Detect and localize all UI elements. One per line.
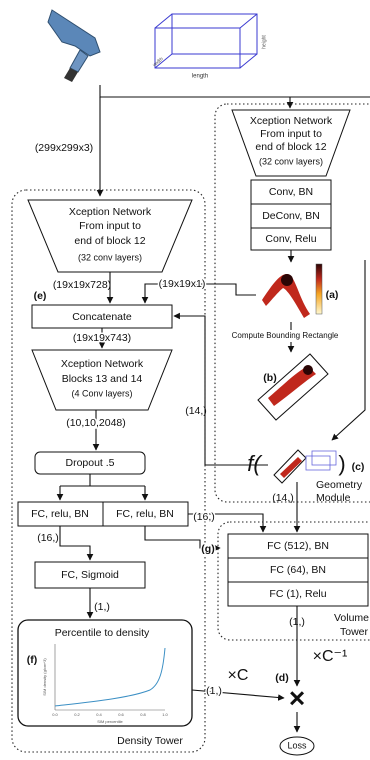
inset-tick-label: 0.4 — [96, 712, 102, 717]
inset-tick-label: 1.0 — [162, 712, 168, 717]
geometry-module-layers-1: DeConv, BN — [262, 210, 320, 222]
inputs-input-shape: (299x299x3) — [35, 142, 93, 154]
density-tower-shape6: (1,) — [94, 601, 110, 613]
geometry-module-label-b: (b) — [263, 372, 276, 384]
connector — [332, 260, 365, 440]
output-times-c-inv: ×C⁻¹ — [313, 648, 348, 665]
density-tower-shape3: (10,10,2048) — [66, 417, 126, 429]
density-tower-shape1: (19x19x728) — [53, 279, 111, 291]
volume-tower-title-0: Volume — [334, 612, 369, 624]
geometry-module-title-1: Module — [316, 492, 351, 504]
box-wireframe — [155, 14, 257, 68]
volume-tower-layers-0: FC (512), BN — [267, 540, 329, 552]
output-label-d: (d) — [275, 672, 288, 684]
density-tower-shape4: (16,) — [37, 532, 59, 544]
geometry-module-f-close: ) — [338, 451, 345, 476]
density-tower-xception1-2: end of block 12 — [74, 235, 145, 247]
inset-tick-label: 0.6 — [118, 712, 124, 717]
inset-tick-label: 0.8 — [140, 712, 146, 717]
edge — [240, 14, 257, 28]
density-tower-xception1-0: Xception Network — [69, 206, 152, 218]
density-tower-title: Density Tower — [117, 735, 183, 747]
density-tower-label-e: (e) — [34, 290, 47, 302]
box — [155, 28, 240, 68]
density-tower-percentile-title: Percentile to density — [55, 627, 150, 639]
geometry-module-out-down: (14,) — [272, 492, 294, 504]
box — [316, 264, 322, 314]
density-tower-concat: Concatenate — [72, 311, 132, 323]
density-tower-xception2-1: Blocks 13 and 14 — [62, 373, 143, 385]
output-times-c: ×C — [228, 667, 249, 684]
connector — [60, 526, 90, 560]
inputs-box-labels-height: height — [261, 35, 267, 49]
density-tower-shape-mask: (19x19x1) — [159, 278, 206, 290]
geometry-module-layers-0: Conv, BN — [269, 186, 313, 198]
inputs-box-labels-width: width — [152, 56, 165, 68]
box — [312, 451, 336, 465]
geometry-module-xception-1: From input to — [260, 128, 322, 140]
density-tower-fc-left: FC, relu, BN — [31, 508, 89, 520]
volume-tower-shape: (1,) — [289, 616, 305, 628]
diagram: width length height (299x299x3) Xception… — [0, 0, 370, 760]
geometry-module-f-open: f( — [247, 451, 263, 476]
blob — [281, 274, 293, 286]
connector — [100, 85, 370, 97]
blob — [303, 365, 313, 375]
page: {"inputs": {"box_labels": {"width": "wid… — [0, 0, 370, 760]
density-tower-xception1-3: (32 conv layers) — [78, 252, 142, 262]
density-tower-dropout: Dropout .5 — [65, 457, 114, 469]
inset-tick-label: 0.0 — [52, 712, 58, 717]
output-shape: (1,) — [206, 685, 222, 697]
edge — [240, 54, 257, 68]
volume-tower-title-1: Tower — [340, 626, 369, 638]
bounding-image — [258, 354, 328, 420]
volume-tower-layers-2: FC (1), Relu — [269, 588, 326, 600]
density-tower-xception2-0: Xception Network — [61, 358, 144, 370]
geometry-module-title-0: Geometry — [316, 479, 363, 491]
density-tower-percentile-xlabel: SIM percentile — [97, 719, 123, 724]
edge — [155, 14, 172, 28]
geometry-module-out-left: (14,) — [185, 405, 207, 417]
output-loss: Loss — [287, 740, 307, 750]
geometry-module-compute: Compute Bounding Rectangle — [232, 331, 339, 340]
density-tower-shape2: (19x19x743) — [73, 332, 131, 344]
density-tower-fc-right: FC, relu, BN — [116, 508, 174, 520]
density-tower-shape5: (16,) — [193, 511, 215, 523]
density-tower-label-g: (g) — [201, 543, 214, 555]
density-tower-percentile-ylabel: SIM density (g/cm^3) — [42, 658, 47, 696]
box — [306, 456, 330, 470]
drill-image — [48, 10, 100, 82]
connector — [48, 10, 100, 56]
heatmap — [262, 264, 322, 318]
geometry-module-xception-2: end of block 12 — [255, 141, 326, 153]
geometry-module-label-c: (c) — [352, 461, 365, 473]
box — [172, 14, 257, 54]
geometry-module-xception-0: Xception Network — [250, 115, 333, 127]
inset-tick-label: 0.2 — [74, 712, 80, 717]
density-tower-xception1-1: From input to — [79, 220, 141, 232]
geometry-module-label-a: (a) — [326, 289, 339, 301]
density-tower-xception2-2: (4 Conv layers) — [71, 388, 132, 398]
inputs-box-labels-length: length — [192, 74, 208, 80]
output-times: × — [289, 682, 305, 713]
geometry-module-xception-3: (32 conv layers) — [259, 156, 323, 166]
density-tower-fc-sigmoid: FC, Sigmoid — [61, 569, 119, 581]
volume-tower-layers-1: FC (64), BN — [270, 564, 326, 576]
connector — [60, 474, 145, 486]
geometry-module-layers-2: Conv, Relu — [265, 233, 316, 245]
density-tower-percentile-label: (f) — [27, 654, 38, 666]
